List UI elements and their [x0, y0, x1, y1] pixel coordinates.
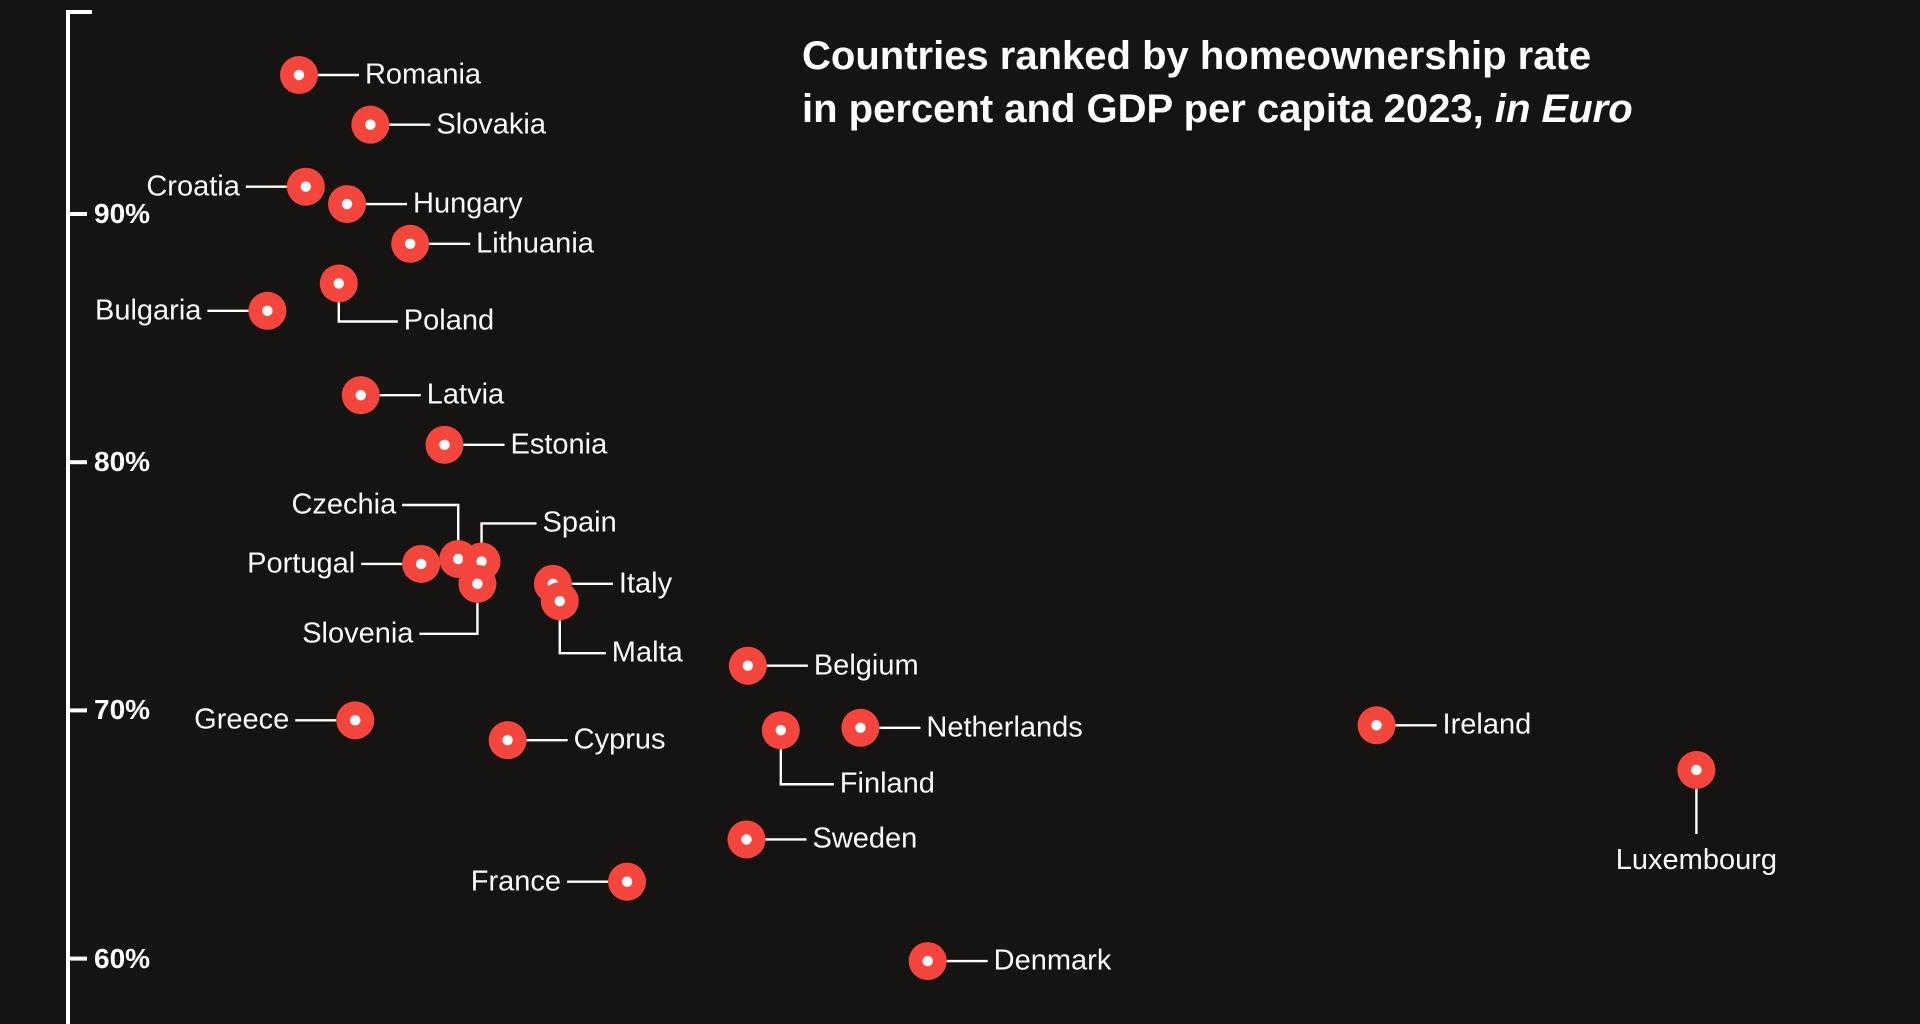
- data-point-center-latvia: [355, 389, 366, 401]
- data-point-center-luxembourg: [1691, 764, 1702, 776]
- y-axis-line: [66, 10, 70, 1024]
- point-label-france: France: [470, 865, 562, 898]
- point-label-italy: Italy: [618, 567, 673, 600]
- point-label-lithuania: Lithuania: [476, 227, 594, 260]
- chart-title-line1: Countries ranked by homeownership rate: [802, 34, 1592, 78]
- chart-title: Countries ranked by homeownership rate i…: [802, 30, 1633, 136]
- data-point-center-finland: [775, 725, 787, 736]
- point-label-slovenia: Slovenia: [302, 617, 414, 650]
- point-label-hungary: Hungary: [413, 187, 523, 220]
- point-label-sweden: Sweden: [812, 822, 918, 855]
- point-label-spain: Spain: [542, 506, 617, 539]
- y-tick-80: [70, 460, 87, 465]
- y-tick-90: [70, 212, 87, 216]
- point-label-portugal: Portugal: [247, 547, 356, 580]
- leader-line-finland: [779, 749, 834, 786]
- chart-title-line2: in percent and GDP per capita 2023, in E…: [802, 87, 1633, 131]
- point-label-estonia: Estonia: [510, 428, 608, 461]
- point-label-cyprus: Cyprus: [573, 723, 666, 756]
- data-point-center-lithuania: [404, 238, 416, 249]
- data-point-center-france: [621, 876, 633, 887]
- data-point-center-estonia: [439, 439, 450, 451]
- point-label-slovakia: Slovakia: [436, 108, 546, 141]
- data-point-center-czechia: [453, 553, 464, 565]
- point-label-romania: Romania: [364, 58, 482, 91]
- point-label-luxembourg: Luxembourg: [1615, 843, 1777, 876]
- data-point-center-belgium: [742, 660, 754, 671]
- y-tick-70: [70, 708, 87, 713]
- y-tick-label-80: 80%: [94, 446, 151, 478]
- point-label-bulgaria: Bulgaria: [95, 294, 202, 327]
- data-point-center-romania: [293, 69, 305, 81]
- y-tick-label-70: 70%: [94, 694, 151, 726]
- point-label-netherlands: Netherlands: [926, 711, 1083, 744]
- data-point-center-slovakia: [365, 119, 376, 130]
- point-label-latvia: Latvia: [426, 378, 505, 411]
- y-axis-top-cap: [66, 10, 92, 14]
- chart-title-italic: in Euro: [1494, 87, 1633, 131]
- y-tick-label-90: 90%: [94, 198, 151, 229]
- data-point-center-spain: [476, 556, 487, 567]
- leader-line-malta: [558, 620, 606, 655]
- data-point-center-cyprus: [502, 734, 513, 746]
- leader-line-spain: [480, 522, 537, 543]
- data-point-center-bulgaria: [262, 305, 273, 316]
- leader-line-czechia: [402, 503, 460, 540]
- y-tick-label-60: 60%: [94, 942, 151, 974]
- point-label-belgium: Belgium: [813, 649, 919, 682]
- data-point-center-ireland: [1371, 720, 1382, 731]
- point-label-ireland: Ireland: [1442, 708, 1532, 741]
- point-label-denmark: Denmark: [993, 944, 1112, 977]
- data-point-center-malta: [554, 595, 565, 607]
- data-point-center-portugal: [415, 558, 427, 570]
- data-point-center-greece: [350, 715, 361, 726]
- point-label-czechia: Czechia: [291, 488, 397, 521]
- leader-line-slovenia: [419, 602, 479, 636]
- point-label-croatia: Croatia: [146, 170, 240, 203]
- point-label-malta: Malta: [611, 636, 683, 669]
- point-label-finland: Finland: [839, 767, 935, 800]
- data-point-center-sweden: [741, 834, 752, 845]
- data-point-center-hungary: [341, 198, 353, 210]
- data-point-center-slovenia: [472, 578, 483, 590]
- y-tick-60: [70, 956, 87, 961]
- data-point-center-poland: [333, 278, 344, 289]
- data-point-center-denmark: [922, 955, 933, 967]
- data-point-center-netherlands: [855, 722, 866, 733]
- data-point-center-croatia: [300, 181, 312, 192]
- point-label-greece: Greece: [194, 703, 290, 736]
- leader-line-poland: [337, 302, 398, 323]
- point-label-poland: Poland: [403, 304, 495, 337]
